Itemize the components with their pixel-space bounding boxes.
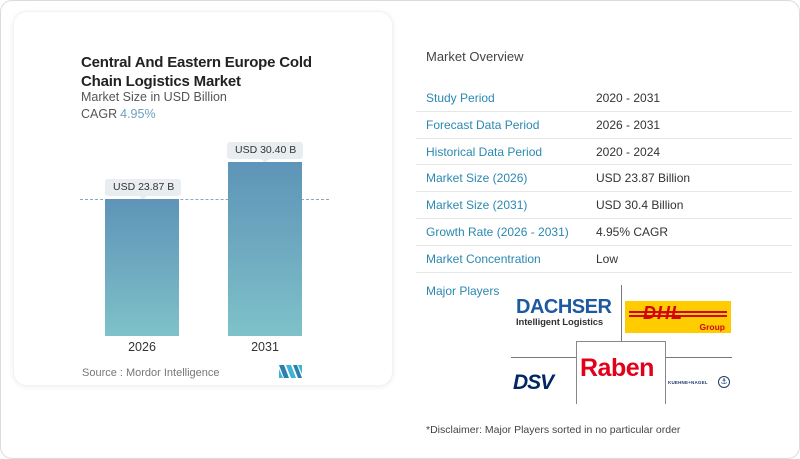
row-value: 2026 - 2031 bbox=[596, 117, 661, 132]
row-label: Historical Data Period bbox=[426, 144, 543, 159]
market-overview-title: Market Overview bbox=[426, 49, 524, 64]
reference-dashed-line bbox=[80, 199, 329, 200]
dhl-stripe bbox=[629, 315, 727, 317]
mordor-intelligence-logo-icon bbox=[279, 365, 302, 378]
cagr-line: CAGR 4.95% bbox=[81, 107, 156, 121]
row-label: Growth Rate (2026 - 2031) bbox=[426, 224, 569, 239]
dachser-tagline: Intelligent Logistics bbox=[516, 317, 604, 328]
row-value: 2020 - 2024 bbox=[596, 144, 661, 159]
x-axis-label-2026: 2026 bbox=[128, 340, 156, 354]
row-label: Market Size (2031) bbox=[426, 198, 528, 213]
table-row: Market Concentration Low bbox=[416, 246, 792, 273]
chart-title: Central And Eastern Europe Cold Chain Lo… bbox=[81, 54, 312, 90]
cagr-value: 4.95% bbox=[120, 107, 156, 121]
logo-divider bbox=[511, 357, 576, 358]
bar-value-label-2026: USD 23.87 B bbox=[105, 179, 181, 200]
cagr-label: CAGR bbox=[81, 107, 118, 121]
source-line: Source : Mordor Intelligence bbox=[82, 367, 220, 379]
row-label: Study Period bbox=[426, 91, 495, 105]
major-players-title: Major Players bbox=[426, 284, 500, 298]
bar-2026 bbox=[105, 199, 179, 336]
dhl-name: DHL bbox=[643, 303, 683, 323]
x-axis-label-2031: 2031 bbox=[251, 340, 279, 354]
row-value: USD 30.4 Billion bbox=[596, 198, 684, 213]
logo-divider bbox=[666, 357, 732, 358]
logo-divider bbox=[621, 285, 622, 342]
table-row: Market Size (2026) USD 23.87 Billion bbox=[416, 165, 792, 193]
dachser-logo: DACHSER Intelligent Logistics bbox=[516, 297, 619, 329]
dhl-logo: DHL Group bbox=[625, 301, 731, 333]
raben-logo-box: Raben bbox=[576, 341, 666, 404]
table-row: Growth Rate (2026 - 2031) 4.95% CAGR bbox=[416, 219, 792, 246]
bar-value-label-2031: USD 30.40 B bbox=[227, 142, 303, 163]
kuehne-nagel-logo: KUEHNE+NAGEL bbox=[668, 380, 708, 385]
table-row: Historical Data Period 2020 - 2024 bbox=[416, 139, 792, 166]
dhl-tagline: Group bbox=[699, 322, 726, 332]
source-label: Source : bbox=[82, 367, 123, 379]
table-row: Study Period 2020 - 2031 bbox=[416, 85, 792, 112]
market-overview-table: Study Period 2020 - 2031 Forecast Data P… bbox=[416, 85, 792, 273]
row-value: 2020 - 2031 bbox=[596, 91, 661, 105]
dhl-stripe bbox=[629, 311, 727, 313]
row-value: USD 23.87 Billion bbox=[596, 171, 691, 186]
chart-card bbox=[13, 11, 393, 386]
row-label: Market Size (2026) bbox=[426, 171, 528, 186]
bar-2031 bbox=[228, 162, 302, 336]
dachser-name: DACHSER bbox=[516, 296, 612, 318]
row-value: Low bbox=[596, 251, 619, 266]
row-label: Forecast Data Period bbox=[426, 117, 540, 132]
anchor-icon: ⚓ bbox=[718, 376, 730, 388]
dsv-logo: DSV bbox=[513, 371, 554, 394]
disclaimer: *Disclaimer: Major Players sorted in no … bbox=[426, 424, 681, 436]
source-name: Mordor Intelligence bbox=[125, 367, 220, 379]
chart-subtitle: Market Size in USD Billion bbox=[81, 90, 227, 104]
row-value: 4.95% CAGR bbox=[596, 224, 669, 239]
row-label: Market Concentration bbox=[426, 251, 541, 266]
table-row: Forecast Data Period 2026 - 2031 bbox=[416, 112, 792, 139]
raben-logo: Raben bbox=[580, 354, 654, 382]
major-players-logos: DACHSER Intelligent Logistics DHL Group … bbox=[511, 285, 733, 415]
table-row: Market Size (2031) USD 30.4 Billion bbox=[416, 192, 792, 219]
